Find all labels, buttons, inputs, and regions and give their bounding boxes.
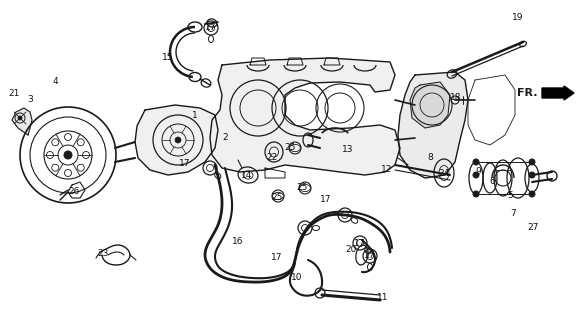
Text: 1: 1 — [192, 110, 198, 119]
Text: 22: 22 — [266, 154, 278, 163]
Polygon shape — [410, 82, 450, 128]
Text: 17: 17 — [271, 253, 283, 262]
Text: 17: 17 — [321, 195, 332, 204]
Text: 25: 25 — [296, 183, 308, 193]
Text: 8: 8 — [427, 154, 433, 163]
Text: 4: 4 — [52, 77, 58, 86]
Text: 23: 23 — [97, 249, 109, 258]
Circle shape — [18, 116, 22, 120]
Circle shape — [529, 159, 535, 165]
Circle shape — [529, 172, 535, 178]
Text: 3: 3 — [27, 95, 33, 105]
Circle shape — [175, 137, 181, 143]
Text: 7: 7 — [510, 209, 516, 218]
Polygon shape — [398, 72, 468, 178]
Text: 9: 9 — [475, 167, 481, 177]
Text: 17: 17 — [365, 252, 376, 260]
Text: 12: 12 — [382, 165, 393, 174]
Text: 14: 14 — [241, 171, 252, 180]
Text: 24: 24 — [438, 169, 450, 178]
Text: 10: 10 — [291, 274, 303, 283]
Polygon shape — [210, 58, 400, 175]
Text: 11: 11 — [377, 293, 389, 302]
Polygon shape — [12, 108, 32, 135]
Text: 16: 16 — [232, 237, 244, 246]
Text: 27: 27 — [527, 223, 539, 233]
Circle shape — [473, 159, 479, 165]
Circle shape — [473, 191, 479, 197]
Circle shape — [529, 191, 535, 197]
Text: 25: 25 — [284, 143, 296, 153]
Text: 19: 19 — [512, 13, 524, 22]
Polygon shape — [135, 105, 218, 175]
FancyArrow shape — [542, 86, 574, 100]
Text: 2: 2 — [222, 133, 228, 142]
Circle shape — [473, 172, 479, 178]
Text: 17: 17 — [179, 158, 191, 167]
Text: 15: 15 — [162, 52, 174, 61]
Text: 6: 6 — [489, 178, 495, 187]
Text: 17: 17 — [205, 22, 217, 31]
Text: 25: 25 — [271, 194, 283, 203]
Text: 5: 5 — [507, 190, 513, 199]
Text: 26: 26 — [68, 188, 80, 196]
Text: 20: 20 — [345, 245, 357, 254]
Circle shape — [64, 151, 72, 159]
Text: 21: 21 — [8, 89, 20, 98]
Text: 17: 17 — [354, 238, 366, 247]
Text: 13: 13 — [342, 146, 354, 155]
Text: 18: 18 — [450, 92, 462, 101]
Text: FR.: FR. — [518, 88, 538, 98]
